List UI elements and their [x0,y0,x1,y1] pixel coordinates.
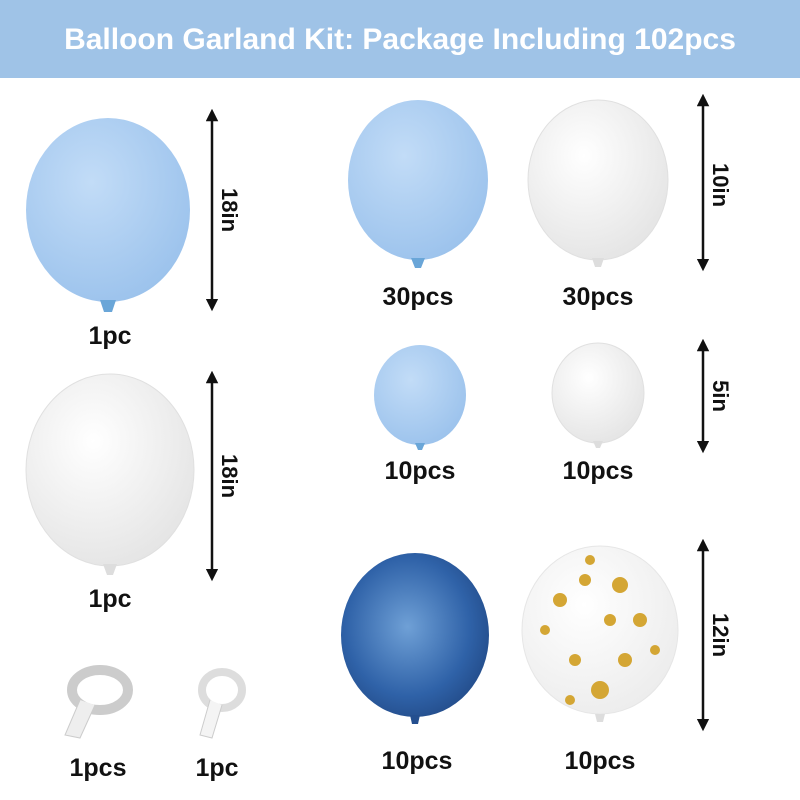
count-label: 10pcs [382,747,453,775]
header-title: Balloon Garland Kit: Package Including 1… [64,23,736,56]
count-label: 1pc [195,754,238,782]
balloon [25,373,195,567]
count-label: 30pcs [383,283,454,311]
confetti [540,555,660,705]
balloon [341,553,489,717]
count-label: 1pcs [70,754,127,782]
balloon-strip [198,668,246,739]
balloon [374,345,466,445]
glue-dots [64,665,133,739]
balloons [25,99,679,724]
size-label: 18in [217,454,242,498]
balloon [348,100,488,260]
count-label: 10pcs [565,747,636,775]
count-label: 1pc [88,585,131,613]
header-band [0,0,800,78]
count-label: 1pc [88,322,131,350]
size-label: 18in [217,188,242,232]
count-label: 10pcs [563,457,634,485]
balloon [527,99,669,261]
balloon [26,118,190,302]
size-label: 5in [708,380,733,412]
size-label: 10in [708,163,733,207]
size-label: 12in [708,613,733,657]
count-label: 30pcs [563,283,634,311]
count-label: 10pcs [385,457,456,485]
balloon [551,342,645,444]
